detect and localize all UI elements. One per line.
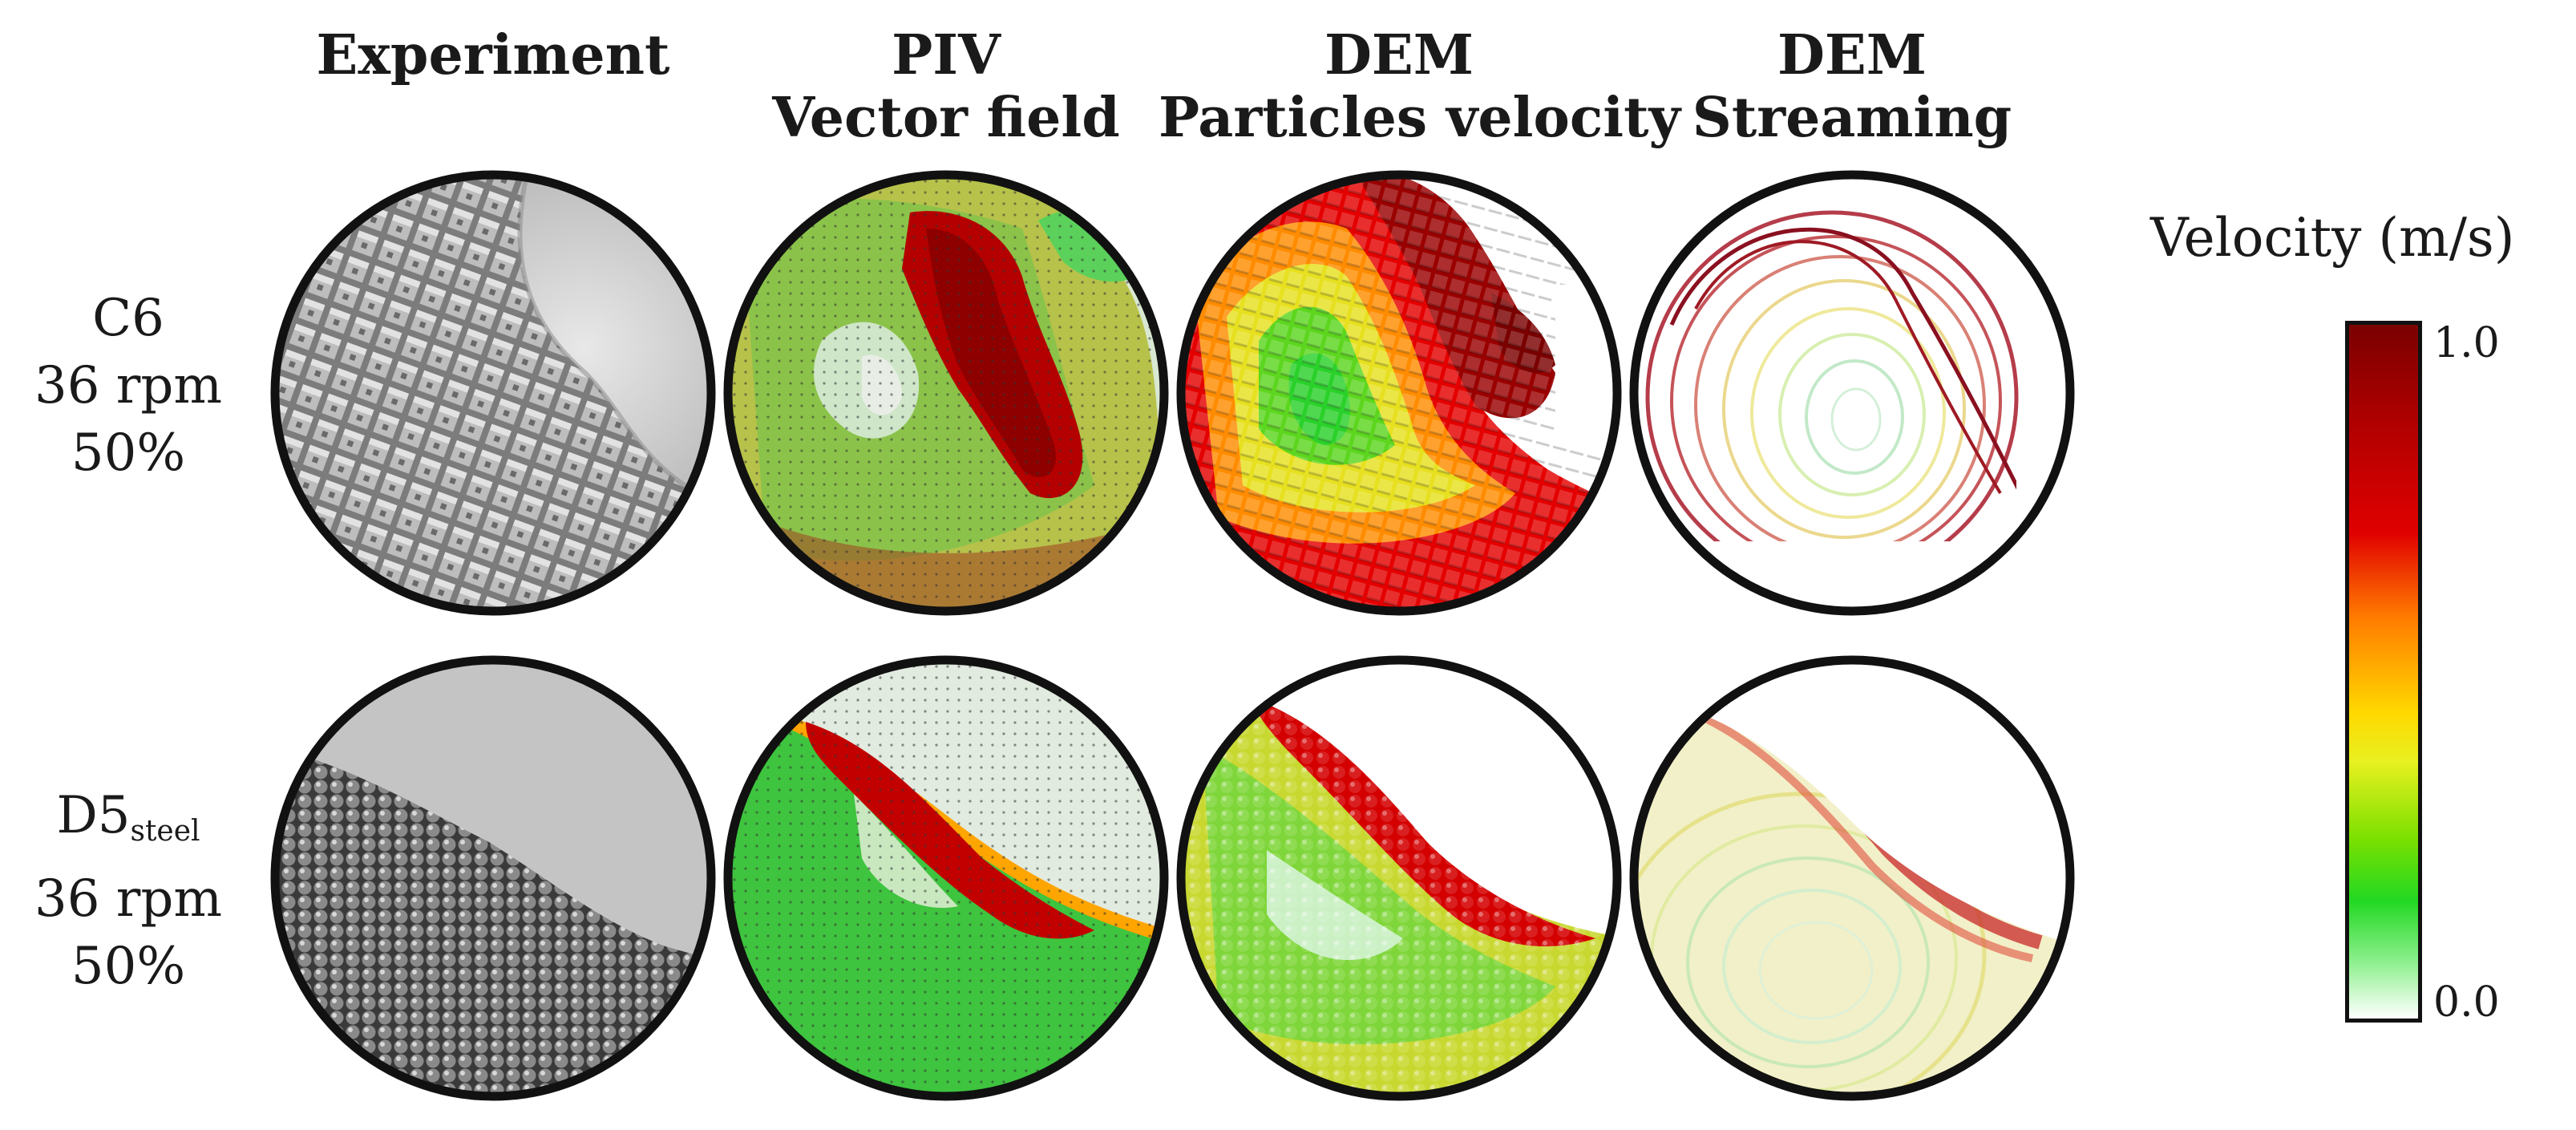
panel-d5-experiment (270, 655, 716, 1101)
column-header-experiment: Experiment (253, 24, 734, 87)
row-label-material-subscript: steel (130, 815, 200, 848)
color-bar-max-label: 1.0 (2433, 319, 2500, 367)
color-bar-min-label: 0.0 (2433, 978, 2500, 1027)
column-header-line2: Particles velocity (1159, 86, 1681, 150)
row-label-material: D5steel (56, 786, 200, 848)
row-label-fill: 50% (71, 423, 186, 483)
legend-title: Velocity (m/s) (2150, 207, 2515, 269)
row-label-speed: 36 rpm (34, 356, 223, 415)
column-header-line1: Experiment (316, 23, 670, 87)
color-bar (2345, 321, 2422, 1023)
column-header-line1: DEM (1324, 23, 1474, 87)
column-header-dem-velocity: DEM Particles velocity (1159, 23, 1681, 150)
column-header-line2: Streaming (1692, 86, 2012, 150)
row-label-fill: 50% (71, 937, 186, 996)
column-header-line1: DEM (1777, 23, 1927, 87)
row-label-material: C6 (92, 289, 164, 348)
column-header-line1: PIV (892, 23, 1001, 87)
column-header-piv: PIV Vector field (706, 24, 1187, 149)
panel-d5-piv (723, 655, 1169, 1101)
panel-c6-dem-particles (1176, 170, 1622, 616)
panel-d5-dem-particles (1176, 655, 1622, 1101)
row-label-d5: D5steel 36 rpm 50% (0, 782, 257, 1000)
panel-c6-experiment (270, 170, 716, 616)
panel-d5-dem-streaming (1629, 655, 2075, 1101)
panel-c6-dem-streaming (1629, 170, 2075, 616)
column-header-line2: Vector field (772, 86, 1120, 150)
panel-c6-piv (723, 170, 1169, 616)
column-header-dem-streaming: DEM Streaming (1612, 24, 2093, 149)
row-label-speed: 36 rpm (34, 869, 223, 929)
row-label-c6: C6 36 rpm 50% (0, 285, 257, 487)
